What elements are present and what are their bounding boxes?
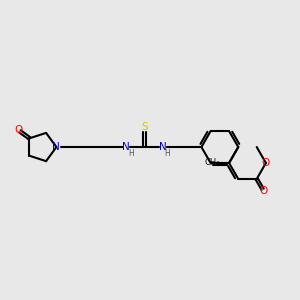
Text: H: H: [164, 149, 170, 158]
Text: N: N: [159, 142, 167, 152]
Text: N: N: [52, 142, 60, 152]
Text: O: O: [14, 125, 22, 135]
Text: O: O: [262, 158, 270, 168]
Text: H: H: [128, 149, 134, 158]
Text: N: N: [122, 142, 130, 152]
Text: S: S: [141, 122, 148, 132]
Text: CH₃: CH₃: [205, 158, 220, 167]
Text: O: O: [260, 186, 268, 196]
